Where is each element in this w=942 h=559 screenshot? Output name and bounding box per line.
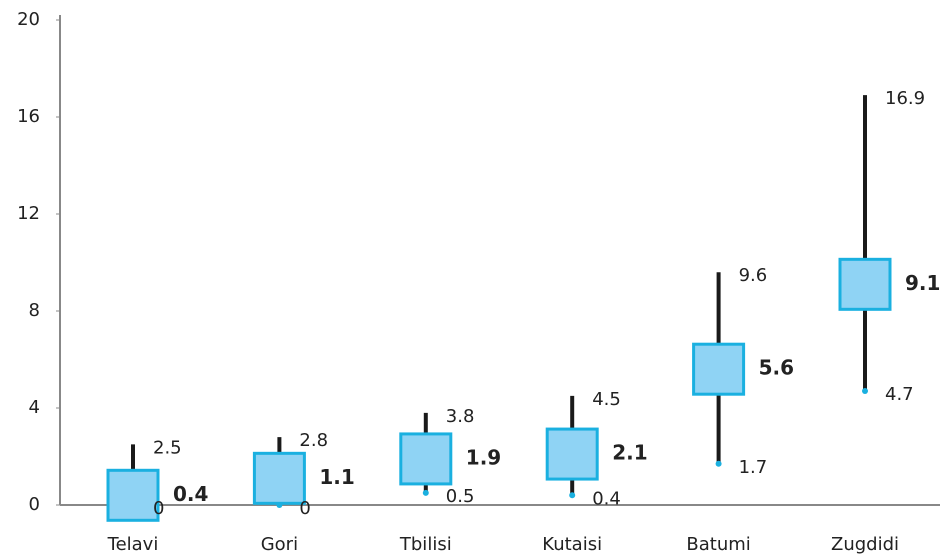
max-label: 3.8 <box>446 406 475 427</box>
value-label: 9.1 <box>905 271 940 295</box>
min-dot <box>862 388 868 395</box>
y-tick-label: 4 <box>29 397 40 418</box>
x-tick-label: Kutaisi <box>542 534 602 555</box>
estimate-box <box>838 257 892 311</box>
x-tick-label: Batumi <box>686 534 750 555</box>
y-tick-label: 20 <box>17 9 40 30</box>
max-label: 9.6 <box>739 265 768 286</box>
x-tick-label: Gori <box>261 534 298 555</box>
estimate-box <box>252 451 306 505</box>
value-label: 1.9 <box>466 445 501 469</box>
x-tick-label: Zugdidi <box>831 534 899 555</box>
max-label: 2.5 <box>153 437 182 458</box>
max-label: 4.5 <box>592 389 621 410</box>
y-tick-label: 12 <box>17 203 40 224</box>
min-label: 4.7 <box>885 384 914 405</box>
max-label: 2.8 <box>299 430 328 451</box>
y-tick-label: 8 <box>29 300 40 321</box>
min-dot <box>715 460 722 467</box>
estimate-box <box>106 468 160 522</box>
min-label: 1.7 <box>739 457 768 478</box>
estimate-box <box>399 432 453 486</box>
value-label: 0.4 <box>173 482 208 506</box>
value-label: 2.1 <box>612 441 647 465</box>
value-label: 5.6 <box>759 356 794 380</box>
x-tick-label: Tbilisi <box>399 534 452 555</box>
max-label: 16.9 <box>885 88 925 109</box>
estimate-box <box>545 427 599 481</box>
estimate-box <box>692 342 746 396</box>
min-dot <box>422 489 429 496</box>
min-label: 0 <box>299 498 310 519</box>
min-label: 0.4 <box>592 488 621 509</box>
min-label: 0 <box>153 498 164 519</box>
y-tick-label: 16 <box>17 106 40 127</box>
y-tick-label: 0 <box>29 494 40 515</box>
x-tick-label: Telavi <box>107 534 159 555</box>
min-label: 0.5 <box>446 486 475 507</box>
value-label: 1.1 <box>319 465 354 489</box>
min-dot <box>569 492 576 499</box>
